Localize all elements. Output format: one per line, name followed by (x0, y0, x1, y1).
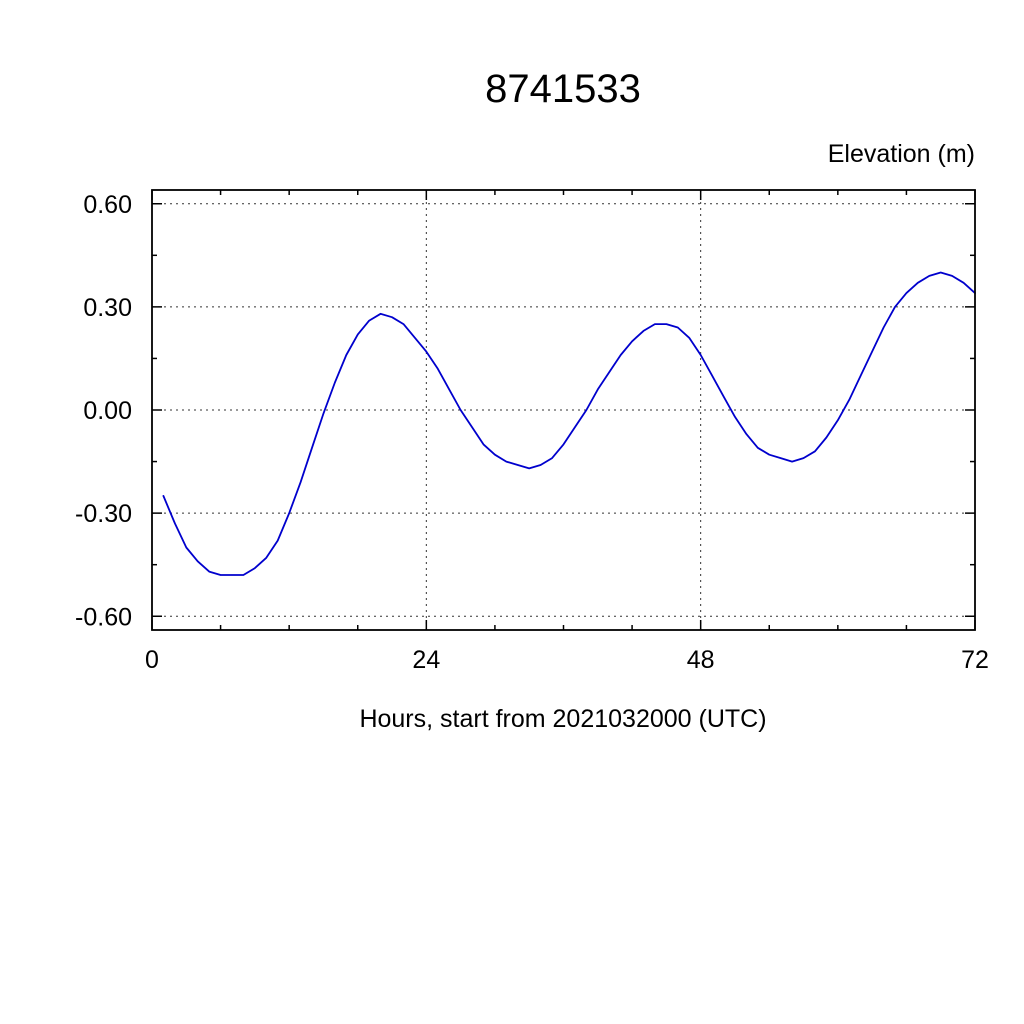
elevation-line (162, 271, 976, 576)
x-tick-label: 48 (687, 646, 715, 674)
chart-title: 8741533 (485, 67, 641, 111)
x-tick-label: 72 (961, 646, 989, 674)
tide-elevation-chart: 8741533 Elevation (m) Hours, start from … (75, 67, 989, 733)
plot-frame (151, 189, 976, 631)
plot-gridlines (152, 190, 975, 630)
y-axis-title: Elevation (m) (828, 140, 975, 168)
x-tick-label: 0 (145, 646, 159, 674)
y-tick-label: 0.00 (83, 397, 132, 425)
x-tick-label: 24 (412, 646, 440, 674)
y-tick-label: 0.30 (83, 294, 132, 322)
y-tick-label: -0.30 (75, 500, 132, 528)
y-tick-label: 0.60 (83, 191, 132, 219)
y-tick-label: -0.60 (75, 603, 132, 631)
x-axis-title: Hours, start from 2021032000 (UTC) (359, 705, 766, 733)
tick-labels: 0 24 48 72 0.60 0.30 0.00 -0.30 -0.60 (75, 191, 989, 674)
